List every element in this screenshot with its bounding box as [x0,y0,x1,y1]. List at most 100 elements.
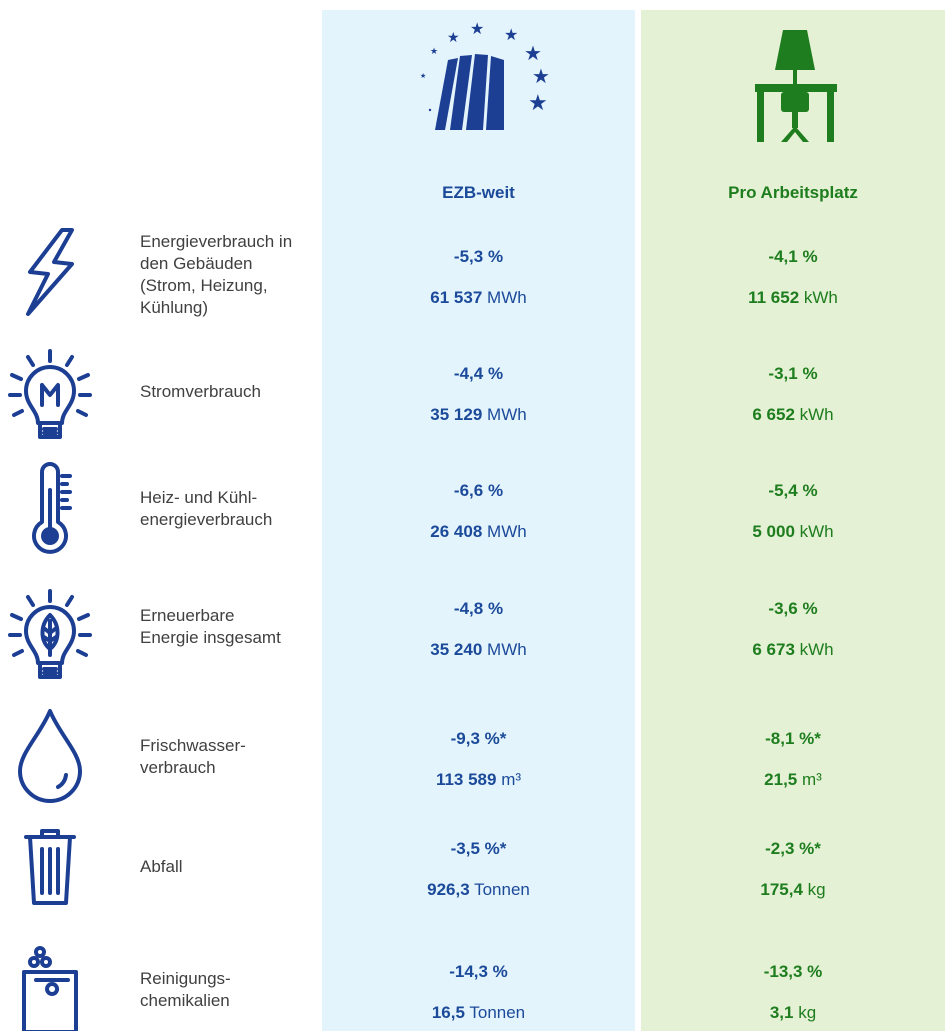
change: -3,6 % [768,599,818,618]
amount-number: 5 000 [752,522,795,541]
row-icon [0,585,100,685]
amount-unit: MWh [487,522,527,541]
icon [26,228,74,316]
svg-text:★: ★ [524,43,542,65]
column-header: EZB-weit [442,183,515,202]
icon [8,349,92,439]
amount: 3,1 kg [641,1003,945,1023]
amount: 113 589 m³ [322,770,635,790]
amount-unit: kg [798,1003,817,1022]
amount-number: 926,3 [427,880,470,899]
label-line: (Strom, Heizung, [140,276,268,295]
amount: 61 537 MWh [322,288,635,308]
svg-text:★: ★ [430,46,438,56]
row-label: Erneuerbare Energie insgesamt [140,605,320,649]
amount: 926,3 Tonnen [322,880,635,900]
amount: 35 129 MWh [322,405,635,425]
amount-number: 61 537 [430,288,483,307]
label-line: Frischwasser- [140,736,246,755]
label-line: Abfall [140,857,183,876]
amount-number: 35 129 [430,405,483,424]
amount-number: 175,4 [760,880,803,899]
amount: 6 673 kWh [641,640,945,660]
icon [32,462,72,554]
label-line: Stromverbrauch [140,382,261,401]
icon [18,709,82,803]
amount-unit: Tonnen [469,1003,526,1022]
row-label: Abfall [140,856,320,878]
change: -14,3 % [449,962,508,981]
amount-unit: m³ [501,770,522,789]
amount-number: 26 408 [430,522,483,541]
amount-number: 6 652 [752,405,795,424]
svg-text:★: ★ [532,66,550,88]
amount-unit: kWh [799,640,834,659]
change: -4,1 % [768,247,818,266]
row-icon [0,345,100,445]
change: -4,8 % [453,599,504,618]
row-label: Energieverbrauch in den Gebäuden (Strom, H… [140,231,320,319]
amount-number: 113 589 [435,770,497,789]
row-icon [0,940,100,1031]
svg-text:★: ★ [504,27,518,44]
label-line: chemikalien [140,991,230,1010]
change: -2,3 %* [765,839,821,858]
change: -5,4 % [768,481,818,500]
amount: 6 652 kWh [641,405,945,425]
label-line: Energieverbrauch in [140,232,293,251]
row-label: Reinigungs-chemikalien [140,968,320,1012]
label-line: Energie insgesamt [140,628,281,647]
column-header: Pro Arbeitsplatz [728,183,858,202]
amount-unit: MWh [487,640,527,659]
row-label: Heiz- und Kühl-energieverbrauch [140,487,320,531]
change: -8,1 %* [765,729,821,748]
svg-text:★: ★ [447,29,460,45]
row-label: Stromverbrauch [140,381,320,403]
amount-unit: MWh [487,288,527,307]
change: -5,3 % [453,247,504,266]
amount-number: 35 240 [430,640,483,659]
row-icon [0,815,100,915]
amount-unit: m³ [802,770,822,789]
amount-unit: Tonnen [474,880,530,899]
column-per-workplace [641,10,945,1031]
change: -3,5 %* [450,839,507,858]
amount: 26 408 MWh [322,522,635,542]
amount-number: 11 652 [748,288,800,307]
amount: 21,5 m³ [641,770,945,790]
amount: 11 652 kWh [641,288,945,308]
row-label: Frischwasser-verbrauch [140,735,320,779]
row-icon [0,460,100,560]
change: -9,3 %* [450,729,507,748]
column-ezb [322,10,635,1031]
label-line: Erneuerbare [140,606,235,625]
amount-unit: kWh [799,405,834,424]
amount-unit: MWh [487,405,527,424]
label-line: verbrauch [140,758,216,777]
svg-text:★: ★ [470,21,484,38]
amount: 5 000 kWh [641,522,945,542]
change: -4,4 % [453,364,504,383]
label-line: energieverbrauch [140,510,273,529]
label-line: den Gebäuden [140,254,253,273]
svg-text:★: ★ [528,90,548,115]
amount: 175,4 kg [641,880,945,900]
row-icon [0,705,100,805]
amount-unit: kg [807,880,826,899]
icon [8,589,92,679]
change: -13,3 % [763,962,823,981]
amount-number: 21,5 [764,770,798,789]
svg-text:★: ★ [420,72,426,80]
change: -3,1 % [768,364,818,383]
label-line: Reinigungs- [140,969,231,988]
amount-number: 6 673 [752,640,795,659]
amount-number: 16,5 [431,1003,465,1022]
amount-number: 3,1 [769,1003,794,1022]
label-line: Kühlung) [140,298,209,317]
row-icon [0,222,100,322]
amount-unit: kWh [799,522,834,541]
amount: 16,5 Tonnen [322,1003,635,1023]
amount-unit: kWh [803,288,838,307]
ezb-logo: ★ ★ ★★ ★★ ★★ [420,21,550,130]
